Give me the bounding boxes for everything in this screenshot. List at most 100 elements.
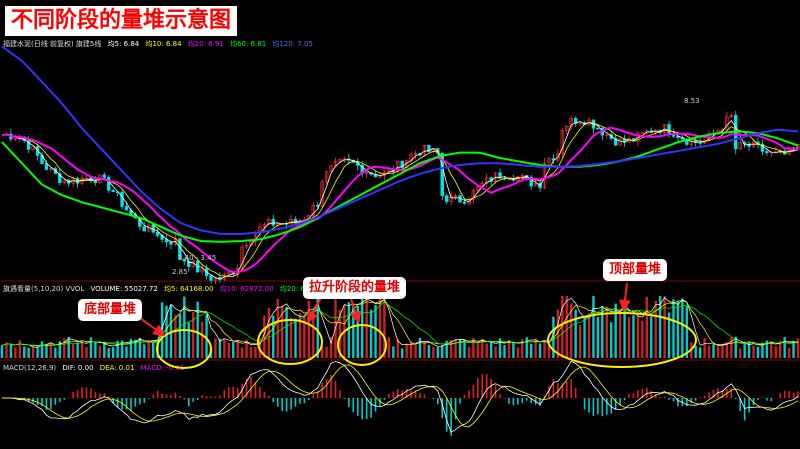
candle-body	[311, 204, 315, 216]
candle-body	[547, 158, 551, 164]
volume-bar	[578, 325, 582, 358]
candle-body	[93, 180, 98, 184]
volume-bar	[707, 345, 711, 358]
volume-bar	[0, 345, 4, 358]
volume-bar	[120, 340, 124, 358]
volume-bar	[614, 303, 617, 358]
volume-bar	[183, 296, 186, 358]
candle-body	[62, 179, 66, 183]
candle-body	[618, 138, 622, 146]
volume-bar	[401, 348, 404, 358]
volume-bar	[458, 339, 462, 358]
ma20-value: 均20: 6.91	[187, 40, 224, 48]
volume-bar	[436, 346, 439, 358]
volume-bar	[98, 345, 102, 358]
volume-bar	[765, 340, 769, 358]
volume-bar	[449, 339, 453, 358]
volume-bar	[205, 314, 208, 358]
volume-ma-line	[1, 301, 799, 346]
volume-bar	[498, 338, 502, 358]
volume-bar	[187, 322, 190, 358]
volume-bar	[770, 342, 773, 358]
candle-body	[453, 195, 458, 197]
candle-body	[698, 142, 702, 144]
volume-bar	[516, 347, 520, 358]
volume-bar	[783, 337, 786, 358]
candle-body	[13, 138, 18, 140]
callout-top-volume: 顶部量堆	[603, 259, 668, 281]
candle-body	[422, 144, 427, 156]
candle-body	[738, 142, 742, 150]
volume-ma-line	[1, 299, 799, 347]
volume-bar	[730, 337, 733, 358]
volume-bar	[165, 305, 168, 358]
candle-body	[142, 226, 147, 232]
candle-body	[396, 160, 400, 173]
volume-pile-ellipse	[547, 312, 697, 368]
callout-arrow	[349, 295, 362, 324]
volume-bar	[143, 344, 146, 358]
volume-bar	[672, 299, 675, 358]
volume-bar	[756, 346, 760, 358]
candle-body	[120, 191, 124, 207]
dif-value: DIF: 0.00	[62, 364, 94, 372]
volume-bar	[552, 316, 555, 358]
volume-bar	[694, 345, 697, 358]
volume-bar	[9, 344, 13, 358]
volume-bar	[223, 338, 226, 358]
candle-body	[605, 134, 609, 136]
volume-bar	[703, 337, 706, 358]
volume-pile-ellipse	[257, 319, 323, 365]
volume-bar	[738, 348, 742, 358]
volume-bar	[151, 341, 155, 358]
volume-bar	[441, 345, 444, 358]
volume-bar	[107, 347, 110, 358]
volume-bar	[307, 300, 311, 358]
volume-bar	[31, 346, 35, 358]
volume-bar	[587, 313, 591, 358]
candle-body	[227, 272, 231, 275]
volume-bar	[338, 309, 342, 358]
candle-body	[364, 172, 369, 174]
volume-bar	[432, 346, 435, 358]
volume-bar	[658, 296, 662, 358]
candle-body	[107, 177, 111, 191]
volume-bar	[249, 346, 253, 358]
candle-body	[329, 165, 333, 172]
volume-bar	[405, 344, 408, 358]
candle-body	[529, 176, 533, 187]
volume-bar	[463, 340, 466, 358]
candle-body	[533, 182, 538, 187]
volume-bar	[14, 347, 17, 358]
volume-indicator-name: 旗遇看量(5,10,20) VVOL	[3, 285, 85, 293]
candle-body	[444, 195, 449, 202]
volume-bar	[423, 341, 426, 358]
candle-body	[498, 172, 502, 179]
volume-bar	[698, 347, 702, 358]
volume-bar	[409, 341, 413, 358]
volume-bar	[645, 296, 649, 358]
candle-body	[338, 159, 342, 162]
candle-body	[729, 114, 733, 118]
callout-arrow	[139, 317, 166, 337]
candle-body	[449, 195, 453, 202]
volume-bar	[125, 346, 128, 358]
candle-body	[520, 175, 524, 177]
candle-body	[44, 163, 49, 170]
candle-body	[725, 116, 729, 130]
candle-body	[476, 186, 480, 191]
candle-body	[596, 127, 600, 130]
ma60-value: 均60: 6.81	[230, 40, 267, 48]
candle-body	[200, 268, 204, 273]
callout-bottom-volume: 底部量堆	[78, 299, 143, 321]
price-header: 福建水泥(日线 前复权) 旗建5线 均5: 6.84 均10: 6.84 均20…	[3, 39, 317, 49]
volume-bar	[103, 342, 106, 358]
volume-bar	[245, 339, 248, 358]
volume-bar	[378, 296, 382, 358]
volume-bar	[392, 346, 395, 358]
candle-body	[462, 201, 467, 204]
volume-bar	[716, 346, 720, 358]
candle-body	[164, 239, 169, 243]
volume-bar	[476, 342, 480, 358]
